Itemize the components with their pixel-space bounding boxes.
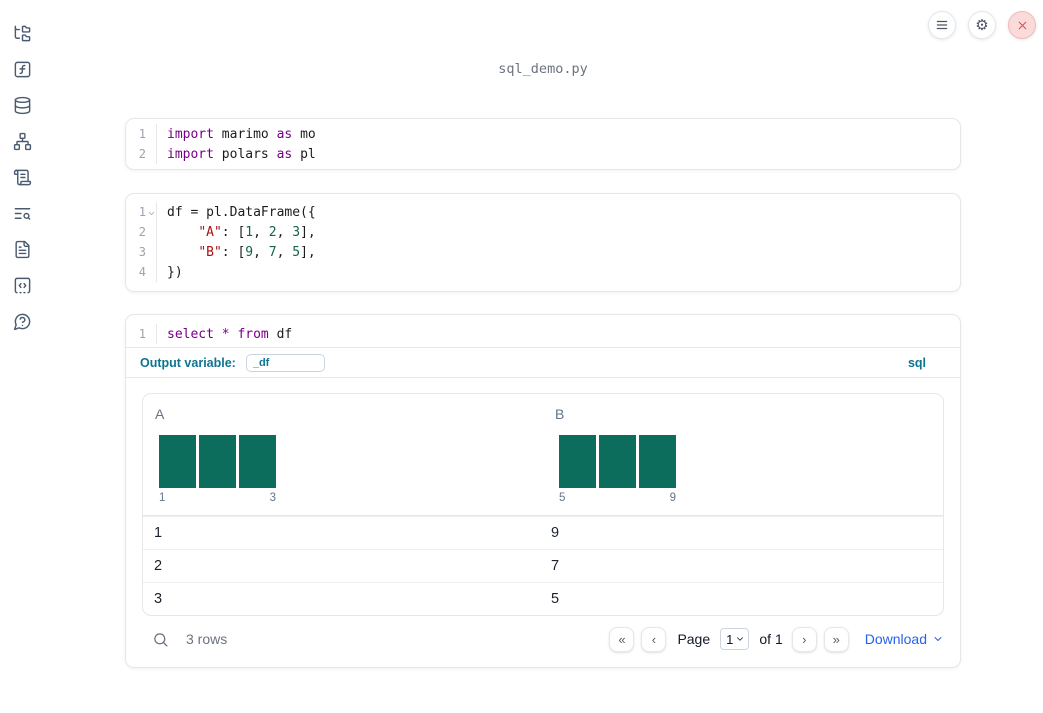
download-button[interactable]: Download: [865, 631, 944, 647]
column-name: A: [155, 406, 165, 422]
square-code-icon: [14, 277, 30, 293]
line-number-gutter: 1: [126, 202, 157, 222]
column-header-a[interactable]: A 1 3: [143, 394, 543, 515]
code-line[interactable]: "A": [1, 2, 3],: [198, 224, 316, 240]
cell-value: 1: [154, 525, 163, 541]
table-row: 2 7: [143, 549, 943, 582]
table-footer: 3 rows « ‹ Page 1 of 1 › » Download: [142, 616, 944, 662]
column-name: B: [555, 406, 565, 422]
sidebar: [0, 0, 44, 713]
hist-min-label: 1: [159, 492, 166, 504]
help-bubble-icon: [13, 313, 30, 330]
line-number-gutter: 1: [126, 324, 157, 344]
close-icon: [1018, 21, 1026, 29]
function-square-icon: [14, 61, 30, 77]
sidebar-item-functions[interactable]: [11, 59, 33, 79]
code-line[interactable]: import polars as pl: [167, 146, 316, 162]
sidebar-item-dependency-graph[interactable]: [11, 131, 33, 151]
table-row: 3 5: [143, 582, 943, 615]
code-line[interactable]: }): [167, 264, 183, 280]
table-header: A 1 3 B: [143, 394, 943, 516]
file-text-icon: [14, 240, 30, 258]
histogram-a: 1 3: [159, 435, 276, 504]
output-variable-bar: Output variable: sql: [126, 348, 960, 378]
shutdown-button[interactable]: [1008, 11, 1036, 39]
cell-value: 2: [154, 558, 163, 574]
first-page-button[interactable]: «: [609, 626, 635, 652]
hamburger-icon: [936, 20, 948, 30]
page-label: Page: [677, 631, 711, 647]
download-label: Download: [864, 631, 927, 647]
line-number-gutter: 1: [126, 124, 157, 144]
database-icon: [14, 96, 30, 114]
notebook-filename: sql_demo.py: [498, 61, 588, 77]
chevron-down-icon: [934, 637, 942, 641]
code-line[interactable]: df = pl.DataFrame({: [167, 204, 316, 220]
scroll-icon: [13, 169, 31, 185]
row-count: 3 rows: [186, 631, 228, 647]
sql-editor[interactable]: 1 select * from df: [126, 315, 960, 348]
chevron-right-icon: ›: [802, 631, 807, 647]
sidebar-item-snippets[interactable]: [11, 275, 33, 295]
code-line[interactable]: select * from df: [167, 326, 293, 342]
table-row: 1 9: [143, 516, 943, 549]
chevron-left-icon: ‹: [651, 631, 657, 647]
text-search-icon: [14, 207, 30, 220]
cell-output: A 1 3 B: [126, 378, 960, 662]
sidebar-item-logs[interactable]: [11, 203, 33, 223]
prev-page-button[interactable]: ‹: [641, 626, 667, 652]
sidebar-item-scratchpad[interactable]: [11, 167, 33, 187]
notebook-controls: ⚙: [928, 11, 1036, 39]
cell-value: 5: [551, 591, 560, 607]
next-page-button[interactable]: ›: [791, 626, 817, 652]
chevrons-right-icon: »: [832, 631, 840, 647]
column-header-b[interactable]: B 5 9: [543, 394, 943, 515]
line-number-gutter: 4: [126, 262, 157, 282]
settings-button[interactable]: ⚙: [968, 11, 996, 39]
search-icon: [153, 632, 168, 647]
hist-min-label: 5: [559, 492, 566, 504]
search-button[interactable]: [151, 630, 169, 648]
line-number-gutter: 2: [126, 144, 157, 164]
output-variable-input[interactable]: [245, 353, 325, 372]
menu-button[interactable]: [928, 11, 956, 39]
output-variable-label: Output variable:: [140, 355, 236, 370]
code-line[interactable]: import marimo as mo: [167, 126, 316, 142]
page-select-value: 1: [726, 631, 734, 647]
page-select[interactable]: 1: [720, 628, 750, 650]
dataframe-table: A 1 3 B: [142, 393, 944, 616]
hist-max-label: 3: [269, 492, 276, 504]
folder-tree-icon: [14, 25, 30, 41]
sidebar-item-help[interactable]: [11, 311, 33, 331]
cell-value: 9: [551, 525, 560, 541]
pagination: « ‹ Page 1 of 1 › » Download: [609, 626, 944, 652]
cell-value: 3: [154, 591, 163, 607]
gear-icon: ⚙: [975, 17, 989, 34]
cell-value: 7: [551, 558, 560, 574]
language-badge[interactable]: sql: [907, 355, 926, 370]
histogram-b: 5 9: [559, 435, 676, 504]
sidebar-item-documentation[interactable]: [11, 239, 33, 259]
code-line[interactable]: "B": [9, 7, 5],: [198, 244, 316, 260]
page-total-label: of 1: [759, 631, 783, 647]
code-cell-imports[interactable]: 1 import marimo as mo 2 import polars as…: [125, 118, 961, 170]
sql-cell: 1 select * from df Output variable: sql …: [125, 314, 961, 668]
sidebar-item-data-sources[interactable]: [11, 95, 33, 115]
line-number-gutter: 3: [126, 242, 157, 262]
chevrons-left-icon: «: [618, 631, 626, 647]
sidebar-item-file-explorer[interactable]: [11, 23, 33, 43]
hist-max-label: 9: [669, 492, 676, 504]
code-cell-dataframe[interactable]: 1 df = pl.DataFrame({ 2 "A": [1, 2, 3], …: [125, 193, 961, 292]
last-page-button[interactable]: »: [823, 626, 849, 652]
network-icon: [13, 132, 31, 150]
line-number-gutter: 2: [126, 222, 157, 242]
chevron-down-icon: [737, 637, 744, 641]
fold-chevron-icon[interactable]: [147, 207, 156, 221]
